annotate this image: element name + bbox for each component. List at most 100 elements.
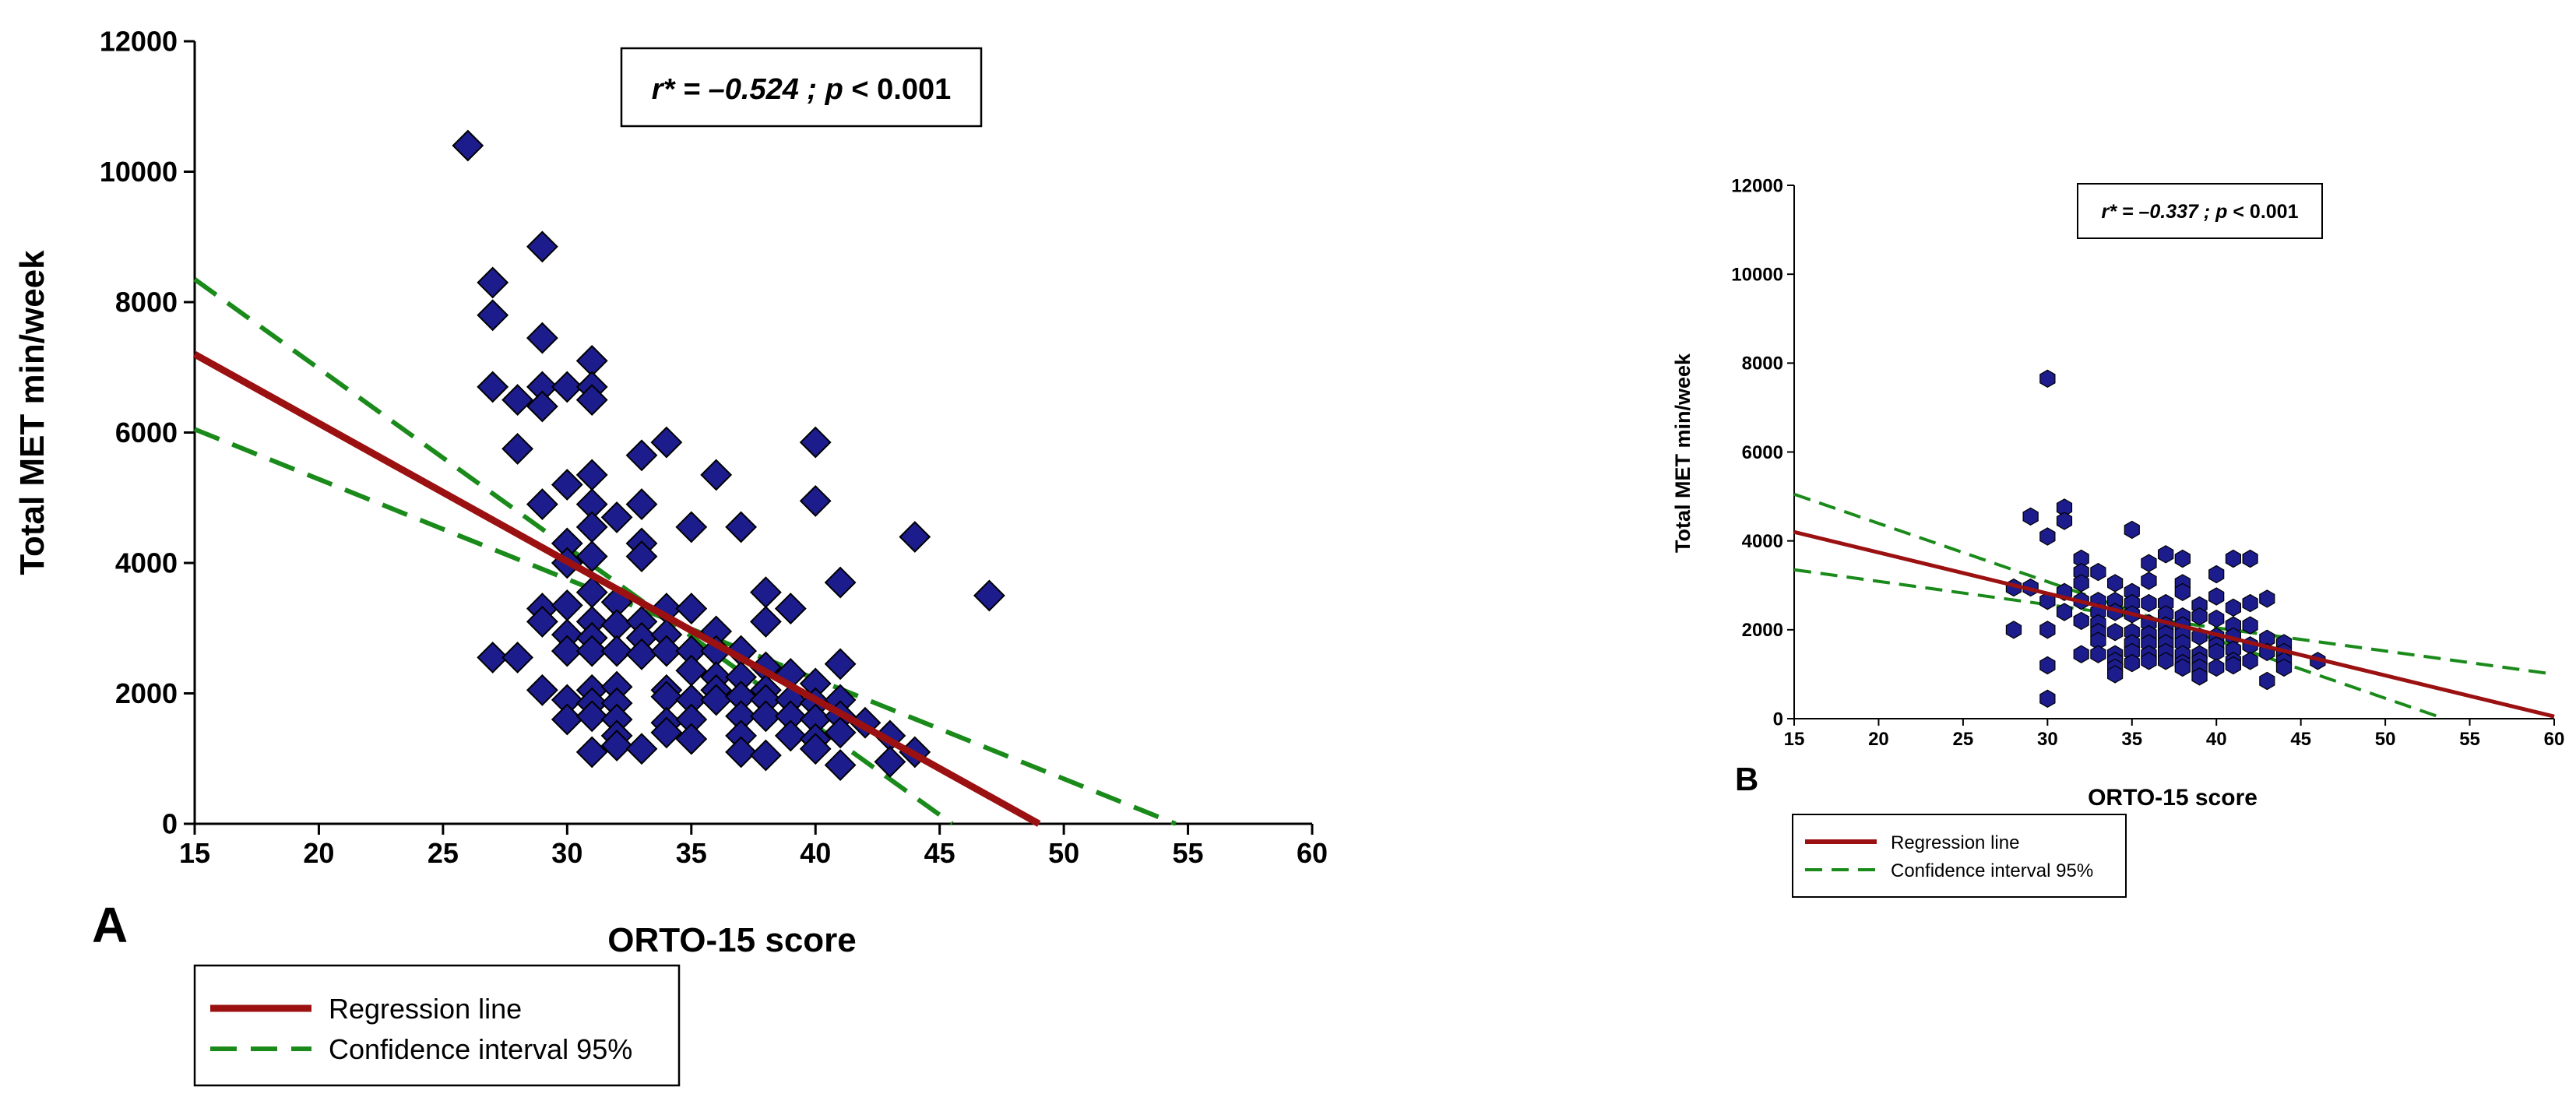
panel-a-data-point [526,322,558,354]
panel-a-axes [193,41,1312,825]
panel-a-ylabel: Total MET min/week [13,250,51,575]
panel-a-legend-box [193,964,681,1087]
panel-a: 15 20 25 30 35 40 45 50 55 60 0 2000 4000 6000 8000 100… [13,26,1328,1087]
panel-b-x-tick-label: 40 [2206,729,2227,750]
panel-a-x-tick-label: 40 [800,837,831,869]
panel-a-y-tick-label: 8000 [115,287,178,318]
panel-a-data-point [625,733,658,765]
panel-b-data-point [2005,621,2022,639]
panel-b-x-tick-label: 55 [2459,729,2480,750]
panel-a-data-point [650,426,683,459]
panel-b-data-point [2242,549,2258,568]
panel-b-legend-regression-label: Regression line [1891,832,2019,853]
panel-b-data-point [2107,623,2124,642]
panel-a-data-point [749,739,782,772]
panel-b-points [2005,369,2326,708]
panel-a-data-point [600,501,633,533]
panel-b-p-value: < 0.001 [2227,201,2298,223]
panel-b-y-tick-label: 12000 [1731,175,1783,196]
panel-b-data-point [2242,616,2258,635]
panel-b-data-point [2124,520,2140,540]
panel-a-legend: Regression line Confidence interval 95% [193,964,681,1087]
panel-a-y-tick-label: 10000 [100,156,178,188]
panel-b-data-point [2191,607,2208,626]
panel-b-data-point [2259,589,2275,608]
panel-a-ticks: 15 20 25 30 35 40 45 50 55 60 0 2000 4000 6000 8000 100… [100,26,1328,869]
panel-a-data-point [749,605,782,638]
panel-b-data-point [2073,611,2089,631]
panel-b-data-point [2174,582,2191,601]
panel-a-y-tick-label: 2000 [115,677,178,709]
panel-b-data-point [2039,689,2056,708]
panel-b-confidence-interval [1793,492,2555,720]
panel-b-data-point [2090,562,2106,582]
panel-b-x-tick-label: 50 [2375,729,2396,750]
panel-b-regression [1793,529,2555,719]
panel-b-data-point [2056,512,2073,530]
panel-a-y-tick-label: 0 [162,808,178,840]
panel-b-annotation-box [2077,183,2323,239]
panel-b-data-point [2242,652,2258,670]
panel-b-p-label: p [2215,201,2227,223]
panel-a-x-tick-label: 15 [179,837,210,869]
panel-a-data-point [973,579,1005,612]
panel-b-data-point [2107,665,2124,684]
panel-a-legend-ci-label: Confidence interval 95% [329,1033,632,1065]
panel-a-data-point [477,266,509,299]
panel-b-data-point [2090,645,2106,663]
panel-b-data-point [2225,656,2241,675]
panel-a-legend-regression-label: Regression line [329,993,522,1025]
panel-a-data-point [675,723,708,755]
panel-b-data-point [2275,658,2293,677]
panel-a-p-value: < 0.001 [843,73,951,106]
panel-b-data-point [2225,598,2241,617]
panel-a-data-point [675,511,708,543]
panel-a-y-tick-label: 6000 [115,417,178,448]
panel-a-data-point [675,593,708,625]
panel-a-data-point [526,488,558,521]
panel-a-data-point [625,638,658,670]
panel-a-data-point [575,736,608,769]
panel-a-data-point [600,635,633,667]
panel-b-x-tick-label: 45 [2290,729,2311,750]
panel-b-data-point [2107,574,2124,593]
panel-b-ylabel: Total MET min/week [1671,353,1694,553]
panel-b-x-tick-label: 30 [2037,729,2058,750]
panel-a-data-point [501,641,534,674]
panel-b-data-point [2208,609,2225,628]
panel-a-data-point [551,589,583,621]
panel-a-x-tick-label: 55 [1173,837,1204,869]
panel-b-data-point [2208,587,2225,606]
panel-a-data-point [526,674,558,706]
panel-b-data-point [2174,549,2191,568]
panel-b-ticks: 15 20 25 30 35 40 45 50 55 60 0 2000 4000 6000 8000 100… [1731,175,2564,750]
panel-a-data-point [625,488,658,521]
panel-a-data-point [874,745,906,778]
panel-b-data-point [2039,656,2056,675]
panel-b-legend-box [1792,814,2127,898]
panel-b-label: B [1735,761,1758,797]
panel-a-x-tick-label: 20 [303,837,334,869]
panel-a-data-point [501,432,534,465]
panel-a-data-point [600,730,633,762]
panel-a-data-point [551,703,583,736]
panel-a-regression [192,351,1041,827]
panel-a-data-point [551,371,583,403]
panel-a-data-point [501,384,534,417]
panel-a-annotation-box [620,47,983,128]
panel-a-data-point [824,749,857,782]
panel-b-xlabel: ORTO-15 score [2088,785,2258,811]
panel-a-data-point [650,716,683,749]
panel-a-data-point [700,459,733,491]
panel-a-data-point [774,593,807,625]
panel-b-y-tick-label: 0 [1773,709,1783,730]
panel-a-data-point [824,648,857,681]
panel-a-data-point [749,576,782,609]
panel-b-regression-line [1793,529,2555,719]
panel-a-data-point [526,605,558,638]
panel-a-x-tick-label: 50 [1048,837,1079,869]
panel-b-y-tick-label: 6000 [1742,442,1783,463]
panel-b-data-point [2158,545,2174,564]
panel-b-r-value: = –0.337 ; [2117,201,2215,223]
panel-a-data-point [477,641,509,674]
